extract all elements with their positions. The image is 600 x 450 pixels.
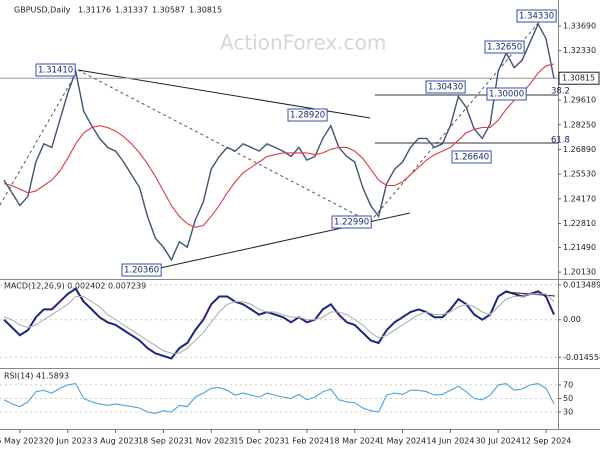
y-tick-label: 1.33690 (563, 22, 596, 31)
panel-title: RSI(14) 41.5893 (4, 372, 69, 381)
annotation: 1.30430 (428, 83, 463, 93)
x-tick-label: 1 May 2024 (379, 437, 426, 446)
x-tick-label: 18 Mar 2024 (329, 437, 380, 446)
y-tick-label: 1.21490 (563, 243, 596, 252)
x-tick-label: 5 May 2023 (0, 437, 43, 446)
series-line (3, 287, 555, 360)
x-tick-label: 1 Feb 2024 (285, 437, 330, 446)
x-tick-label: 18 Sep 2023 (138, 437, 189, 446)
y-tick-label: -0.014554 (563, 353, 600, 362)
annotation-box (331, 215, 372, 229)
annotation-box (35, 63, 76, 77)
y-tick-label: 1.26890 (563, 145, 596, 154)
y-tick-label: 1.32330 (563, 46, 596, 55)
annotation: 1.30000 (489, 90, 524, 100)
annotation-box (121, 263, 162, 277)
y-tick-label: 30 (563, 408, 573, 417)
y-tick-label: 50 (563, 394, 573, 403)
annotation: 1.20360 (124, 266, 159, 276)
y-tick-label: 70 (563, 380, 573, 389)
annotation-box (287, 108, 328, 122)
x-tick-label: 15 Dec 2023 (234, 437, 285, 446)
annotation: 1.34330 (519, 12, 554, 22)
x-tick-label: 1 Nov 2023 (188, 437, 234, 446)
last-price-box (558, 71, 600, 85)
trend-line (77, 69, 371, 223)
quote-value: 1.31337 (115, 6, 148, 15)
y-tick-label: 1.25530 (563, 170, 596, 179)
annotation: 1.22990 (334, 218, 369, 228)
x-tick-label: 20 Jun 2023 (44, 437, 92, 446)
annotation: 1.28920 (290, 111, 325, 121)
series-line (3, 382, 555, 414)
y-tick-label: 1.29610 (563, 96, 596, 105)
annotation: 38.2 (551, 87, 570, 97)
x-tick-label: 3 Aug 2023 (93, 437, 139, 446)
series-line (3, 22, 555, 262)
annotation: 1.31410 (38, 66, 73, 76)
chart-title: GBPUSD,Daily (14, 6, 71, 15)
y-tick-label: 0.00 (563, 315, 581, 324)
x-tick-label: 12 Sep 2024 (521, 437, 572, 446)
annotation: 1.26640 (454, 153, 489, 163)
annotation-box (451, 150, 492, 164)
series-line (3, 293, 555, 354)
annotation-box (425, 80, 466, 94)
plot-area: GBPUSD,Daily 1.31176 1.31337 1.30587 1.30815… (0, 6, 600, 446)
quote-value: 1.31176 (78, 6, 111, 15)
trend-line (0, 69, 79, 206)
series-line (3, 63, 555, 228)
x-tick-label: 14 Jun 2024 (426, 437, 474, 446)
annotation-box (486, 87, 527, 101)
y-tick-label: 0.013489 (563, 280, 600, 289)
quote-value: 1.30815 (189, 6, 222, 15)
annotation: 61.8 (551, 136, 570, 146)
y-tick-label: 1.28250 (563, 120, 596, 129)
last-price-label: 1.30815 (562, 74, 595, 83)
annotation-box (484, 40, 525, 54)
y-tick-label: 1.24170 (563, 194, 596, 203)
y-tick-label: 1.20130 (563, 268, 596, 277)
quote-value: 1.30587 (152, 6, 185, 15)
annotation: 1.32650 (487, 43, 522, 53)
watermark: ActionForex.com (220, 31, 386, 55)
annotation-box (516, 9, 557, 23)
y-tick-label: 1.22810 (563, 219, 596, 228)
x-tick-label: 30 Jul 2024 (476, 437, 521, 446)
panel-title: MACD(12,26,9) 0.002402 0.007239 (4, 282, 146, 291)
